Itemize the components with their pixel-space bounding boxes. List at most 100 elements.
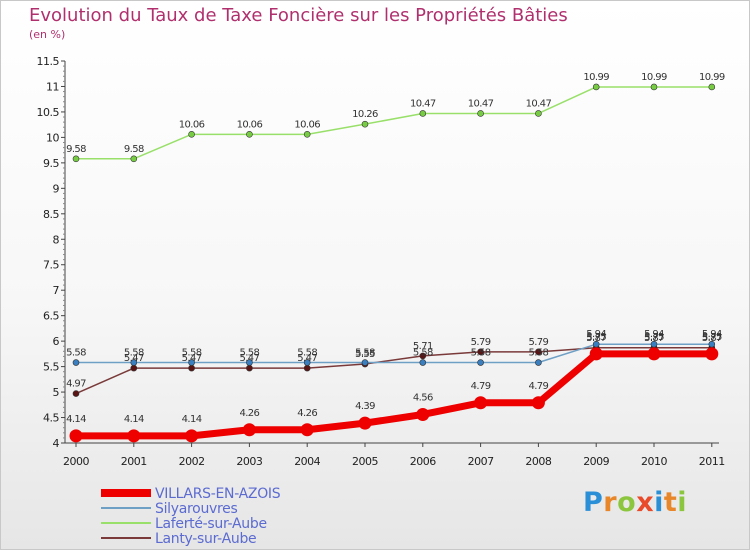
data-point-lafert-sur-aube <box>130 155 138 163</box>
data-point-villars-en-azois <box>358 416 372 430</box>
data-label-villars-en-azois: 4.14 <box>124 414 144 425</box>
brand-logo-letter: r <box>603 487 618 518</box>
data-label-lanty-sur-aube: 5.55 <box>355 349 375 360</box>
data-point-lanty-sur-aube <box>303 364 311 372</box>
data-point-silyarouvres <box>188 359 195 366</box>
data-point-villars-en-azois <box>531 396 545 410</box>
data-point-lafert-sur-aube <box>419 110 427 117</box>
brand-logo-letter: i <box>654 487 664 518</box>
data-point-lafert-sur-aube <box>592 83 600 91</box>
data-label-silyarouvres: 5.58 <box>66 348 86 359</box>
legend-label-lanty: Lanty-sur-Aube <box>155 531 257 547</box>
brand-logo-letter: o <box>617 487 637 518</box>
data-label-lanty-sur-aube: 5.47 <box>182 353 202 364</box>
y-tick-label: 9 <box>53 182 60 195</box>
x-tick-label: 2002 <box>179 455 205 468</box>
brand-logo-letter: i <box>677 487 688 518</box>
data-point-silyarouvres <box>535 359 542 366</box>
y-tick-label: 11 <box>46 80 59 93</box>
x-tick-label: 2006 <box>410 455 436 468</box>
data-point-villars-en-azois <box>705 347 719 361</box>
data-point-silyarouvres <box>592 340 600 348</box>
data-label-lanty-sur-aube: 5.87 <box>644 333 664 344</box>
data-label-lanty-sur-aube: 5.79 <box>528 337 548 348</box>
data-label-villars-en-azois: 4.79 <box>471 381 491 392</box>
x-tick-label: 2000 <box>63 455 89 468</box>
data-label-lafert-sur-aube: 10.47 <box>526 98 552 109</box>
data-point-lanty-sur-aube <box>477 348 484 356</box>
data-point-silyarouvres <box>303 359 311 366</box>
x-tick-label: 2004 <box>294 455 320 468</box>
data-label-lanty-sur-aube: 5.47 <box>124 353 144 364</box>
data-label-lanty-sur-aube: 5.47 <box>239 353 259 364</box>
series-line-silyarouvres <box>75 343 713 364</box>
series-line-lanty-sur-aube <box>75 347 713 395</box>
y-tick-label: 5.5 <box>43 361 59 374</box>
y-tick-label: 7.5 <box>43 259 59 272</box>
data-point-silyarouvres <box>72 359 80 366</box>
x-tick-label: 2003 <box>236 455 262 468</box>
chart-subtitle: (en %) <box>29 28 66 41</box>
data-label-lafert-sur-aube: 9.58 <box>124 144 144 155</box>
data-label-villars-en-azois: 5.75 <box>702 332 722 343</box>
legend-swatch-villars <box>101 489 151 497</box>
y-tick-label: 7 <box>53 284 60 297</box>
data-label-villars-en-azois: 4.56 <box>413 392 433 403</box>
x-tick-label: 2011 <box>699 455 725 468</box>
data-point-silyarouvres <box>246 359 253 366</box>
data-point-lafert-sur-aube <box>246 131 253 138</box>
data-label-silyarouvres: 5.58 <box>471 348 491 359</box>
x-tick-label: 2007 <box>468 455 494 468</box>
data-point-lafert-sur-aube <box>72 155 80 163</box>
data-point-villars-en-azois <box>242 423 256 437</box>
y-tick-label: 10 <box>46 131 59 144</box>
data-label-lafert-sur-aube: 10.06 <box>179 119 205 130</box>
data-point-lafert-sur-aube <box>650 83 658 91</box>
data-point-silyarouvres <box>650 340 658 348</box>
data-label-lafert-sur-aube: 9.58 <box>66 144 86 155</box>
data-label-lafert-sur-aube: 10.06 <box>294 119 320 130</box>
data-point-lanty-sur-aube <box>535 348 542 356</box>
data-label-lanty-sur-aube: 4.97 <box>66 379 86 390</box>
data-point-silyarouvres <box>477 359 484 366</box>
x-tick-label: 2005 <box>352 455 378 468</box>
data-label-lafert-sur-aube: 10.99 <box>583 72 609 83</box>
data-label-silyarouvres: 5.58 <box>182 348 202 359</box>
data-label-lanty-sur-aube: 5.87 <box>702 333 722 344</box>
chart-title: Evolution du Taux de Taxe Foncière sur l… <box>29 5 568 26</box>
y-tick-label: 5 <box>53 386 60 399</box>
legend-label-laferte: Laferté-sur-Aube <box>155 516 267 532</box>
brand-logo-letter: x <box>636 487 655 518</box>
y-tick-label: 4 <box>53 437 60 450</box>
legend-swatch-laferte <box>101 522 151 524</box>
data-label-lafert-sur-aube: 10.47 <box>468 98 494 109</box>
data-label-silyarouvres: 5.94 <box>586 329 606 340</box>
brand-logo-letter: t <box>663 487 678 518</box>
x-tick-label: 2008 <box>525 455 551 468</box>
data-label-silyarouvres: 5.58 <box>297 348 317 359</box>
data-point-lanty-sur-aube <box>419 352 427 360</box>
x-tick-label: 2001 <box>121 455 147 468</box>
data-point-silyarouvres <box>361 359 369 366</box>
y-tick-label: 6 <box>53 335 60 348</box>
data-label-villars-en-azois: 4.79 <box>528 381 548 392</box>
data-point-lanty-sur-aube <box>72 390 80 397</box>
data-point-lafert-sur-aube <box>535 110 542 117</box>
data-point-lafert-sur-aube <box>708 83 716 91</box>
data-point-lafert-sur-aube <box>477 110 484 117</box>
y-tick-label: 4.5 <box>43 412 59 425</box>
data-point-villars-en-azois <box>647 347 661 361</box>
data-label-villars-en-azois: 4.26 <box>297 408 317 419</box>
data-label-villars-en-azois: 4.14 <box>66 414 86 425</box>
brand-logo: Proxiti <box>583 487 687 518</box>
data-label-villars-en-azois: 4.39 <box>355 401 375 412</box>
y-tick-label: 9.5 <box>43 157 59 170</box>
data-label-lafert-sur-aube: 10.06 <box>237 119 263 130</box>
y-tick-label: 8.5 <box>43 208 59 221</box>
data-label-lafert-sur-aube: 10.99 <box>641 72 667 83</box>
data-label-villars-en-azois: 4.14 <box>182 414 202 425</box>
data-label-lanty-sur-aube: 5.71 <box>413 341 433 352</box>
legend-label-silyarouvres: Silyarouvres <box>155 501 238 517</box>
data-point-lanty-sur-aube <box>188 364 195 372</box>
